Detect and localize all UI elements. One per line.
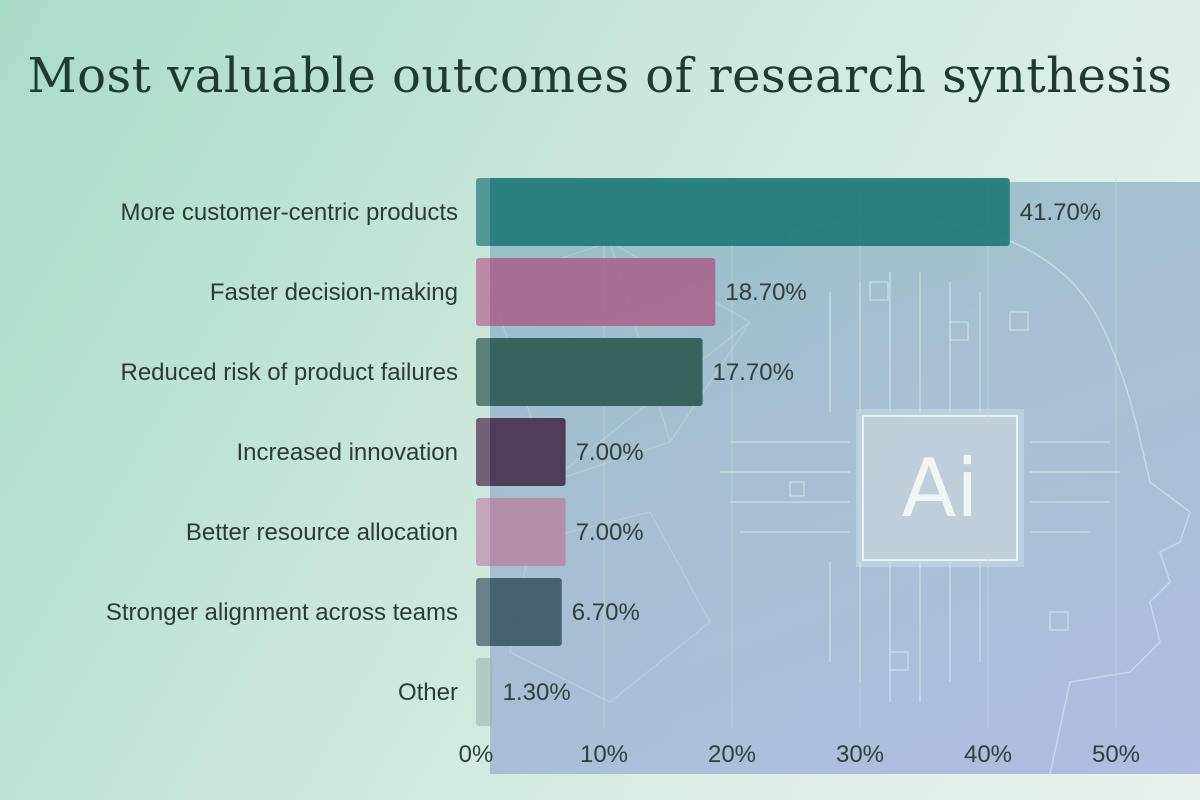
x-tick-label: 0%	[459, 741, 494, 768]
bar-highlight	[476, 658, 490, 726]
data-label: 1.30%	[503, 679, 571, 706]
x-tick-label: 20%	[708, 741, 756, 768]
bar	[476, 498, 566, 566]
category-label: Reduced risk of product failures	[121, 359, 459, 386]
bar	[476, 658, 493, 726]
bar	[476, 338, 703, 406]
bar-highlight	[476, 258, 490, 326]
category-label: Other	[398, 679, 458, 706]
data-label: 41.70%	[1020, 199, 1101, 226]
chart-title: Most valuable outcomes of research synth…	[27, 48, 1173, 104]
data-label: 7.00%	[576, 439, 644, 466]
data-label: 6.70%	[572, 599, 640, 626]
bar	[476, 178, 1010, 246]
category-label: Increased innovation	[237, 439, 458, 466]
category-label: Better resource allocation	[186, 519, 458, 546]
bar-highlight	[476, 498, 490, 566]
bar	[476, 258, 716, 326]
ai-badge-text: Ai	[901, 441, 979, 535]
ai-chip-badge: Ai	[862, 415, 1018, 561]
x-tick-label: 50%	[1092, 741, 1140, 768]
bar	[476, 418, 566, 486]
data-label: 18.70%	[725, 279, 806, 306]
x-tick-label: 40%	[964, 741, 1012, 768]
data-label: 7.00%	[576, 519, 644, 546]
bar-highlight	[476, 578, 490, 646]
category-label: Stronger alignment across teams	[106, 599, 458, 626]
x-tick-label: 10%	[580, 741, 628, 768]
x-tick-label: 30%	[836, 741, 884, 768]
bar-highlight	[476, 178, 490, 246]
category-label: More customer-centric products	[121, 199, 458, 226]
bar-highlight	[476, 338, 490, 406]
bar-highlight	[476, 418, 490, 486]
category-label: Faster decision-making	[210, 279, 458, 306]
data-label: 17.70%	[713, 359, 794, 386]
bar	[476, 578, 562, 646]
